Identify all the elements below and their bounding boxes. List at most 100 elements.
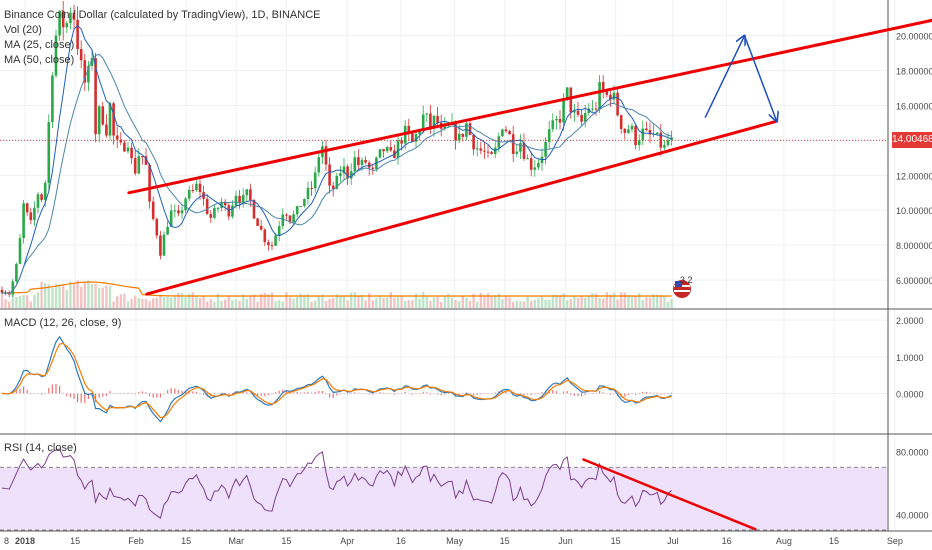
- candle-body: [504, 129, 508, 132]
- candle-body: [213, 207, 216, 218]
- candle-body: [36, 194, 40, 208]
- macd-histogram-bar: [368, 393, 370, 395]
- candle-body: [382, 149, 385, 152]
- macd-histogram-bar: [102, 393, 104, 397]
- projection-arrow-down: [743, 35, 777, 122]
- candle-body: [65, 23, 69, 28]
- macd-histogram-bar: [591, 393, 593, 394]
- time-axis-tick: 8: [4, 536, 9, 546]
- volume-bar: [94, 283, 97, 308]
- candle-body: [529, 158, 533, 170]
- symbol-title[interactable]: Binance Coin / Dollar (calculated by Tra…: [4, 9, 321, 21]
- volume-bar: [288, 297, 292, 308]
- volume-bar: [497, 293, 500, 308]
- volume-bar: [519, 301, 522, 308]
- macd-histogram-bar: [98, 393, 100, 398]
- macd-histogram-bar: [159, 393, 161, 398]
- macd-histogram-bar: [411, 393, 413, 395]
- candle-body: [54, 35, 58, 76]
- price-axis-tick: 6.0000000: [896, 276, 932, 286]
- volume-bar: [576, 297, 580, 308]
- candle-body: [187, 189, 191, 199]
- macd-histogram-bar: [51, 384, 53, 394]
- macd-legend: MACD (12, 26, close, 9): [4, 316, 121, 331]
- candle-body: [663, 145, 666, 148]
- candle-body: [11, 281, 15, 295]
- candle-body: [598, 82, 601, 110]
- macd-histogram-bar: [314, 391, 316, 394]
- candle-body: [162, 234, 166, 256]
- ma50-line: [1, 53, 672, 295]
- price-axis-tick: 10.0000000: [896, 206, 932, 216]
- volume-bar: [72, 283, 76, 308]
- macd-histogram-bar: [37, 393, 39, 394]
- candle-body: [335, 175, 339, 189]
- candle-body: [195, 183, 198, 191]
- volume-bar: [292, 299, 295, 308]
- candle-body: [267, 242, 270, 246]
- legend-macd[interactable]: MACD (12, 26, close, 9): [4, 317, 122, 329]
- volume-bar: [76, 280, 79, 308]
- macd-histogram-bar: [350, 393, 352, 394]
- volume-bar: [461, 295, 464, 308]
- legend-rsi[interactable]: RSI (14, close): [4, 442, 77, 454]
- time-axis-tick: 15: [181, 536, 191, 546]
- macd-histogram-bar: [671, 392, 673, 394]
- macd-histogram-bar: [624, 393, 626, 397]
- macd-histogram-bar: [372, 393, 374, 395]
- volume-bar: [555, 294, 558, 308]
- macd-histogram-bar: [527, 393, 529, 395]
- channel-lower-line: [145, 119, 779, 296]
- volume-bar: [8, 301, 11, 308]
- macd-histogram-bar: [588, 393, 590, 394]
- volume-bar: [321, 294, 324, 308]
- legend-ma50[interactable]: MA (50, close): [4, 54, 75, 66]
- volume-bar: [360, 294, 364, 308]
- volume-bar: [504, 295, 508, 308]
- macd-histogram-bar: [469, 393, 471, 394]
- candle-body: [616, 92, 619, 116]
- macd-histogram-bar: [667, 393, 669, 394]
- volume-bar: [537, 298, 540, 308]
- legend-vol[interactable]: Vol (20): [4, 24, 42, 36]
- time-axis-tick: Sep: [887, 536, 903, 546]
- macd-histogram-bar: [365, 393, 367, 394]
- macd-histogram-bar: [566, 391, 568, 394]
- macd-histogram-bar: [138, 391, 140, 394]
- volume-bar: [162, 296, 166, 308]
- volume-bar: [414, 293, 418, 308]
- candle-body: [256, 218, 259, 226]
- volume-bar: [296, 296, 299, 308]
- candle-body: [133, 158, 137, 174]
- candle-body: [612, 92, 616, 100]
- candle-body: [69, 12, 72, 24]
- candle-body: [123, 142, 126, 152]
- macd-histogram-bar: [329, 393, 331, 398]
- us-flag-icon[interactable]: [671, 275, 693, 299]
- volume-bar: [396, 296, 400, 308]
- volume-bar: [479, 292, 482, 308]
- legend-ma25[interactable]: MA (25, close): [4, 39, 75, 51]
- candle-body: [119, 139, 123, 143]
- candle-body: [130, 147, 133, 159]
- candle-body: [29, 212, 33, 221]
- macd-axis-tick: 0.0000: [896, 390, 924, 400]
- candle-body: [90, 58, 94, 66]
- volume-bar: [116, 296, 119, 308]
- volume-bar: [659, 295, 662, 308]
- candle-body: [630, 125, 634, 130]
- candle-body: [418, 130, 421, 135]
- channel-upper-line: [127, 18, 932, 195]
- candle-body: [40, 194, 43, 200]
- volume-bar: [134, 295, 137, 308]
- candle-body: [479, 148, 483, 151]
- volume-bar: [645, 297, 648, 308]
- time-axis-tick: 16: [722, 536, 732, 546]
- price-axis-tick: 20.0000000: [896, 32, 932, 42]
- volume-bar: [83, 282, 86, 308]
- volume-bar: [238, 300, 241, 308]
- macd-histogram-bar: [595, 393, 597, 394]
- candle-body: [76, 19, 79, 49]
